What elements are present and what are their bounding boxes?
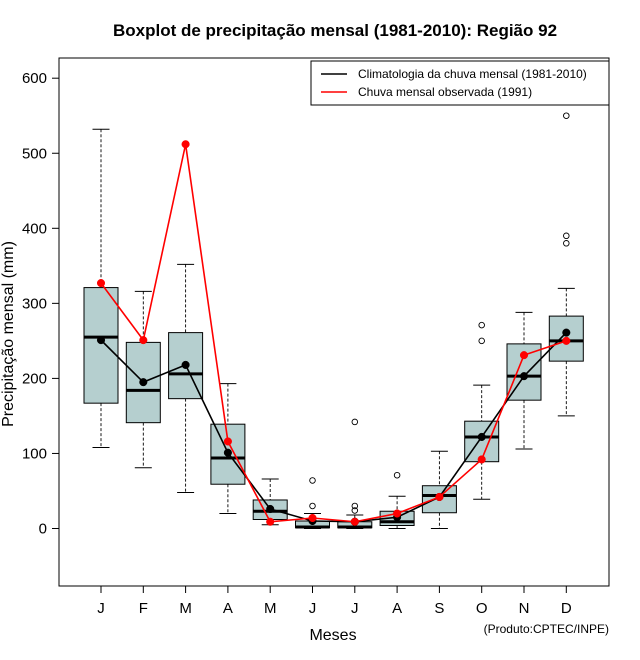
x-tick-label: O: [476, 600, 488, 617]
climatology-point: [139, 378, 148, 387]
outlier-point: [563, 232, 570, 240]
observed-point: [350, 517, 359, 526]
y-tick-label: 200: [22, 370, 47, 387]
observed-point: [393, 509, 402, 518]
legend-label-observed: Chuva mensal observada (1991): [358, 85, 532, 99]
x-tick-label: J: [97, 600, 105, 617]
outlier-point: [309, 477, 316, 484]
outlier-point: [563, 240, 570, 247]
y-tick-label: 300: [22, 295, 47, 312]
box: [83, 287, 119, 404]
observed-point: [477, 455, 486, 464]
y-tick-label: 100: [22, 445, 47, 462]
legend-label-climatology: Climatologia da chuva mensal (1981-2010): [358, 67, 587, 81]
plot-frame: [58, 57, 610, 587]
climatology-point: [181, 360, 190, 369]
x-tick-label: A: [392, 600, 402, 617]
y-tick-label: 400: [22, 220, 47, 237]
legend-box: [310, 60, 610, 106]
outlier-point: [563, 112, 570, 119]
climatology-point: [266, 504, 275, 514]
box: [506, 343, 542, 401]
climatology-point: [562, 328, 571, 337]
observed-point: [139, 336, 148, 345]
outlier-point: [351, 507, 359, 514]
outlier-point: [393, 471, 401, 479]
plot-area: 0 100 200 300 400 500 600 J F M A M J J A S O N D: [22, 57, 610, 617]
outlier-point: [351, 418, 359, 426]
x-tick-label: N: [519, 600, 530, 617]
observed-point: [181, 140, 190, 149]
climatology-point: [477, 432, 486, 441]
climatology-point: [519, 372, 529, 381]
x-tick-label: F: [139, 600, 148, 617]
y-axis-label: Precipitação mensal (mm): [0, 241, 17, 427]
observed-point: [519, 351, 529, 360]
climatology-line: [100, 332, 567, 523]
outlier-point: [478, 321, 485, 329]
observed-point: [223, 437, 232, 446]
x-tick-label: M: [264, 600, 277, 617]
credit-text: (Produto:CPTEC/INPE): [484, 622, 609, 636]
x-tick-label: A: [223, 600, 233, 617]
outlier-point: [309, 502, 316, 510]
y-tick-label: 0: [39, 521, 47, 538]
chart-title: Boxplot de precipitação mensal (1981-201…: [113, 21, 557, 40]
x-tick-label: S: [434, 600, 444, 617]
x-tick-label: D: [561, 600, 572, 617]
x-tick-label: J: [351, 600, 359, 617]
outlier-point: [351, 502, 359, 510]
legend: Climatologia da chuva mensal (1981-2010)…: [310, 60, 610, 106]
x-tick-label: M: [179, 600, 192, 617]
climatology-point: [223, 448, 232, 457]
outlier-point: [478, 337, 485, 345]
observed-point: [96, 279, 106, 288]
x-axis-label: Meses: [309, 627, 356, 644]
observed-point: [562, 336, 571, 345]
observed-point: [266, 517, 275, 526]
observed-point: [308, 513, 317, 523]
climatology-point: [96, 336, 106, 345]
observed-line: [100, 144, 567, 523]
observed-point: [435, 492, 444, 502]
x-tick-label: J: [309, 600, 317, 617]
y-tick-label: 500: [22, 145, 47, 162]
y-tick-label: 600: [22, 70, 47, 87]
